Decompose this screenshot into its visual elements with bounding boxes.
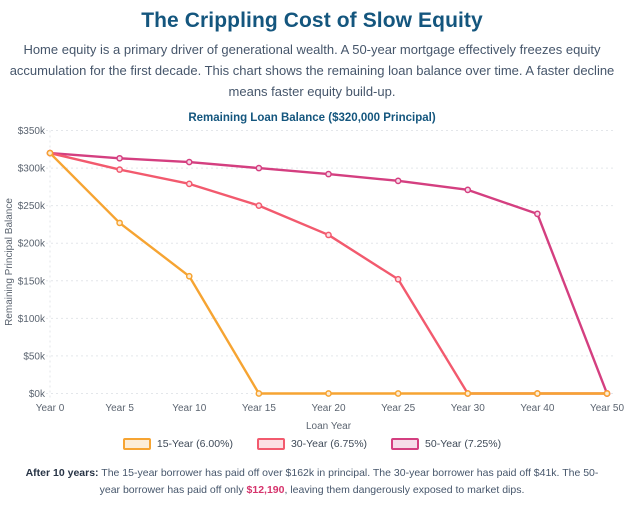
- y-axis-title: Remaining Principal Balance: [4, 198, 15, 326]
- chart-series: [46, 150, 611, 398]
- y-tick-label: $100k: [18, 314, 46, 325]
- legend-item[interactable]: 15-Year (6.00%): [122, 438, 233, 451]
- footer-note-prefix: After 10 years:: [25, 467, 99, 480]
- page-title: The Crippling Cost of Slow Equity: [141, 9, 483, 32]
- y-tick-label: $350k: [18, 126, 46, 137]
- series-point: [116, 219, 123, 227]
- series-point: [603, 390, 611, 398]
- x-tick-label: Year 5: [105, 403, 134, 414]
- y-tick-label: $50k: [23, 352, 46, 363]
- footer-note-highlight: $12,190: [246, 483, 285, 496]
- legend-item[interactable]: 50-Year (7.25%): [391, 438, 502, 451]
- series-line: [48, 152, 609, 396]
- series-point: [116, 155, 123, 163]
- footer-note-suffix: , leaving them dangerously exposed to ma…: [284, 483, 525, 496]
- series-point: [394, 390, 402, 398]
- series-line: [48, 152, 609, 396]
- page: The Crippling Cost of Slow Equity Home e…: [0, 9, 624, 521]
- series-point: [185, 273, 193, 281]
- y-tick-label: $300k: [18, 164, 46, 175]
- series-line: [48, 152, 609, 396]
- series-point: [534, 390, 541, 398]
- series-point: [46, 150, 54, 157]
- x-tick-label: Year 30: [451, 403, 486, 414]
- legend-label: 50-Year (7.25%): [425, 438, 502, 451]
- page-subtitle: Home equity is a primary driver of gener…: [9, 42, 615, 99]
- legend-item[interactable]: 30-Year (6.75%): [256, 438, 368, 451]
- x-tick-label: Year 15: [242, 403, 277, 414]
- chart-title: Remaining Loan Balance ($320,000 Princip…: [188, 112, 436, 125]
- chart-legend: 15-Year (6.00%) 30-Year (6.75%) 50-Year (7…: [0, 435, 624, 453]
- x-tick-label: Year 0: [36, 403, 65, 414]
- loan-balance-chart: Remaining Loan Balance ($320,000 Princip…: [0, 112, 624, 453]
- x-tick-label: Year 25: [381, 403, 416, 414]
- x-axis-title: Loan Year: [306, 421, 352, 432]
- series-point: [325, 231, 332, 239]
- series-point: [464, 390, 472, 398]
- y-tick-label: $200k: [18, 239, 46, 250]
- series-point: [464, 186, 472, 194]
- series-point: [394, 276, 402, 284]
- series-point: [255, 202, 263, 210]
- y-axis-tick-labels: $350k $300k $250k $200k $150k $100k $50k $0k: [18, 126, 46, 400]
- chart-gridlines: [46, 130, 613, 395]
- chart-series: [46, 150, 611, 398]
- x-tick-label: Year 20: [311, 403, 346, 414]
- y-tick-label: $0k: [29, 389, 46, 400]
- series-point: [534, 210, 541, 218]
- series-point: [255, 390, 263, 398]
- footer-note-body: The 15-year borrower has paid off over $…: [98, 467, 599, 496]
- series-point: [185, 180, 193, 188]
- chart-series: [46, 150, 611, 398]
- x-tick-label: Year 40: [520, 403, 555, 414]
- series-point: [255, 165, 263, 172]
- line-chart-canvas: $350k $300k $250k $200k $150k $100k $50k $0k Rem…: [4, 126, 624, 432]
- series-point: [394, 177, 402, 185]
- legend-swatch: [256, 438, 285, 451]
- x-axis-tick-labels: Year 0 Year 5 Year 10 Year 15 Year 20 Year 25…: [36, 403, 624, 414]
- x-tick-label: Year 50: [590, 403, 624, 414]
- legend-swatch: [122, 438, 151, 451]
- series-point: [116, 166, 123, 174]
- y-tick-label: $150k: [18, 277, 46, 288]
- legend-label: 15-Year (6.00%): [156, 438, 233, 451]
- legend-label: 30-Year (6.75%): [290, 438, 368, 451]
- y-tick-label: $250k: [18, 202, 46, 213]
- footer-note: After 10 years: The 15-year borrower has…: [16, 465, 608, 498]
- x-tick-label: Year 10: [172, 403, 207, 414]
- series-point: [325, 171, 332, 178]
- series-point: [185, 159, 193, 166]
- legend-swatch: [391, 438, 420, 451]
- series-point: [325, 390, 332, 398]
